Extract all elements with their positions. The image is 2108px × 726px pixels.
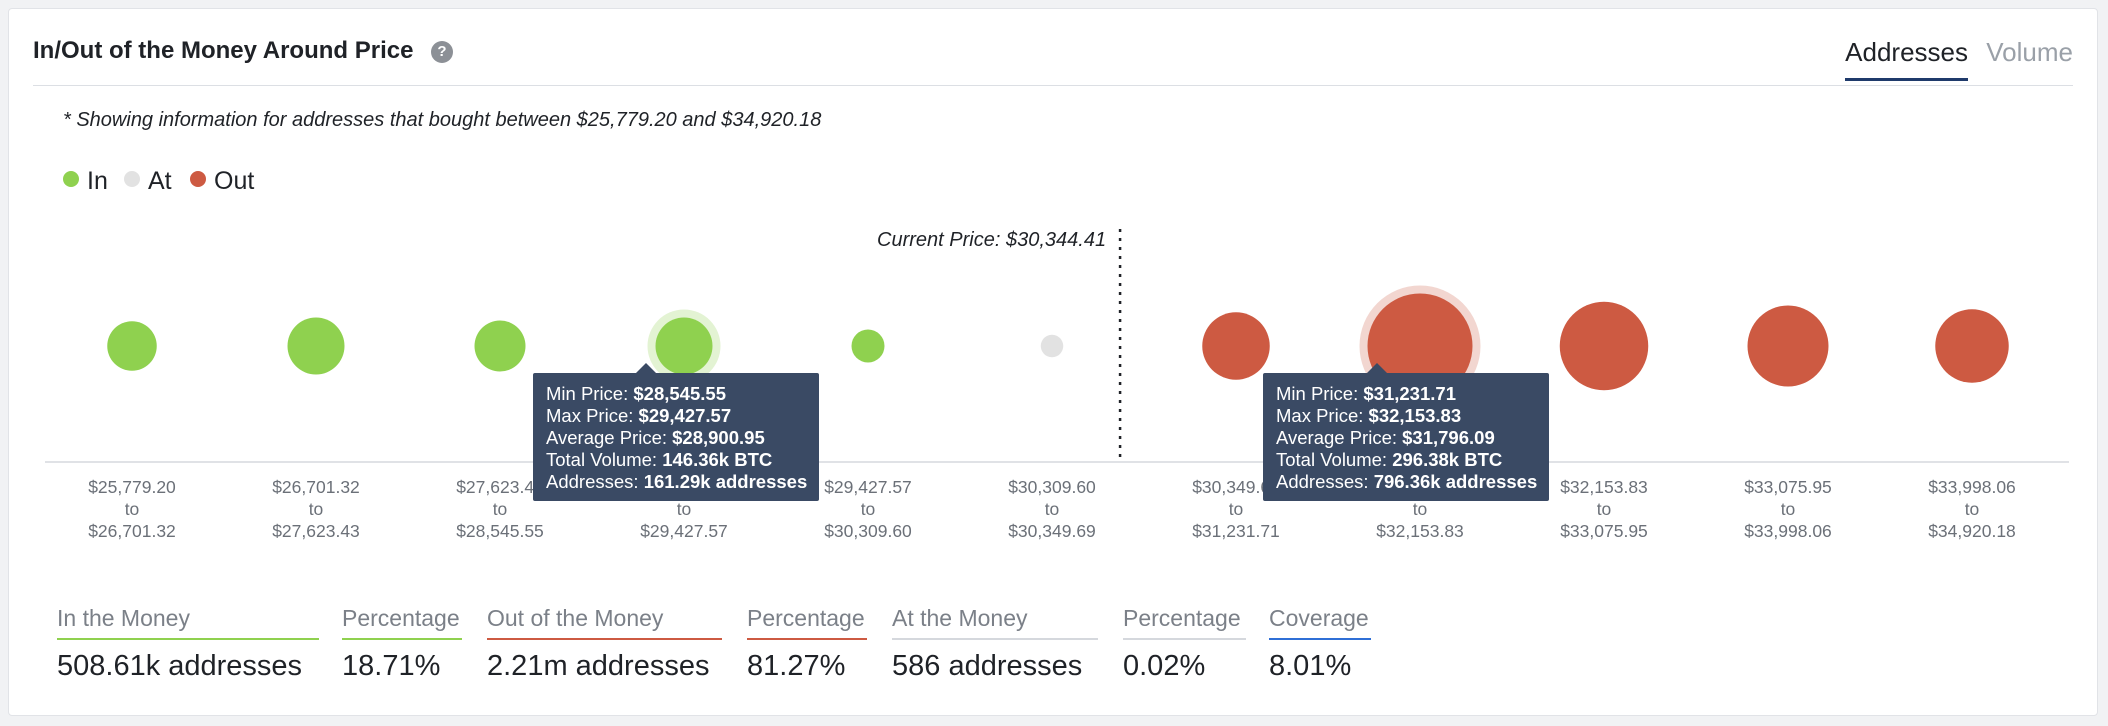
x-tick-label: $26,701.32 [88, 521, 176, 541]
tooltip-bucket-4: Min Price: $28,545.55 Max Price: $29,427… [533, 363, 820, 501]
x-tick-label: $32,153.83 [1376, 521, 1464, 541]
x-tick-label: $27,623.43 [456, 477, 544, 497]
legend-at-dot [124, 171, 140, 187]
x-tick-label: to [309, 499, 324, 519]
stat-coverage: Coverage 8.01% [1269, 605, 1371, 683]
bubble-out[interactable] [1559, 301, 1649, 391]
help-icon[interactable]: ? [431, 41, 453, 63]
tooltip-row: Addresses: 161.29k addresses [546, 471, 808, 492]
tooltip-row: Average Price: $28,900.95 [546, 427, 765, 448]
x-tick-label: to [861, 499, 876, 519]
bubble-in[interactable] [287, 317, 345, 375]
range-note: * Showing information for addresses that… [63, 109, 822, 131]
tab-addresses[interactable]: Addresses [1845, 37, 1968, 81]
x-tick-label: $34,920.18 [1928, 521, 2016, 541]
stat-out-of-the-money: Out of the Money 2.21m addresses [487, 605, 722, 683]
legend-out-dot [190, 171, 206, 187]
x-tick-label: $30,309.60 [824, 521, 912, 541]
stat-value: 2.21m addresses [487, 650, 710, 682]
stat-at-the-money: At the Money 586 addresses [892, 605, 1098, 683]
widget-title: In/Out of the Money Around Price [33, 37, 414, 64]
x-tick-label: $32,153.83 [1560, 477, 1648, 497]
x-tick-label: to [1781, 499, 1796, 519]
tooltip-row: Min Price: $31,231.71 [1276, 383, 1456, 404]
x-tick-label: $30,349.69 [1008, 521, 1096, 541]
widget-header: In/Out of the Money Around Price ? Addre… [33, 29, 2073, 86]
legend-at-label: At [148, 167, 172, 195]
x-tick-label: $31,231.71 [1192, 521, 1280, 541]
stat-in-the-money: In the Money 508.61k addresses [57, 605, 319, 683]
tooltip-arrow [1367, 363, 1387, 373]
x-tick-label: $29,427.57 [640, 521, 728, 541]
legend-out-label: Out [214, 167, 255, 195]
tooltip-bucket-8: Min Price: $31,231.71 Max Price: $32,153… [1263, 363, 1550, 501]
tooltip-row: Min Price: $28,545.55 [546, 383, 726, 404]
x-tick-label: $25,779.20 [88, 477, 176, 497]
legend-item-in[interactable]: In [63, 167, 108, 196]
x-tick-label: to [1413, 499, 1428, 519]
current-price-label: Current Price: $30,344.41 [877, 229, 1106, 251]
stat-label: Out of the Money [487, 605, 722, 640]
bubble-out[interactable] [1202, 312, 1270, 380]
stat-label: Coverage [1269, 605, 1371, 640]
x-tick-label: $33,075.95 [1744, 477, 1832, 497]
legend-item-out[interactable]: Out [190, 167, 254, 196]
x-tick-label: $33,998.06 [1744, 521, 1832, 541]
x-tick-label: $29,427.57 [824, 477, 912, 497]
x-tick-label: $26,701.32 [272, 477, 360, 497]
x-tick-label: $33,998.06 [1928, 477, 2016, 497]
tooltip-arrow [636, 363, 656, 373]
legend-in-label: In [87, 167, 108, 195]
stat-label: Percentage [342, 605, 462, 640]
stat-label: In the Money [57, 605, 319, 640]
x-tick-label: $30,309.60 [1008, 477, 1096, 497]
stat-value: 18.71% [342, 650, 441, 682]
stat-at-percentage: Percentage 0.02% [1123, 605, 1246, 683]
tooltip-row: Average Price: $31,796.09 [1276, 427, 1495, 448]
stat-label: At the Money [892, 605, 1098, 640]
bubble-out[interactable] [1747, 305, 1829, 387]
bubble-out[interactable] [1935, 309, 2009, 383]
x-tick-label: to [1597, 499, 1612, 519]
x-tick-label: to [1229, 499, 1244, 519]
legend-in-dot [63, 171, 79, 187]
x-tick-label: $33,075.95 [1560, 521, 1648, 541]
stat-value: 586 addresses [892, 650, 1083, 682]
legend-item-at[interactable]: At [124, 167, 172, 196]
stat-value: 8.01% [1269, 650, 1352, 682]
tooltip-row: Addresses: 796.36k addresses [1276, 471, 1538, 492]
bubble-at[interactable] [1040, 334, 1064, 358]
tooltip-row: Max Price: $32,153.83 [1276, 405, 1462, 426]
tooltip-row: Max Price: $29,427.57 [546, 405, 732, 426]
stat-value: 508.61k addresses [57, 650, 303, 682]
stat-out-percentage: Percentage 81.27% [747, 605, 867, 683]
bubble-in[interactable] [655, 317, 713, 375]
x-tick-label: to [1965, 499, 1980, 519]
x-tick-label: to [1045, 499, 1060, 519]
bubble-in[interactable] [474, 320, 526, 372]
x-tick-label: $28,545.55 [456, 521, 544, 541]
tooltip-row: Total Volume: 146.36k BTC [546, 449, 773, 470]
stat-label: Percentage [1123, 605, 1246, 640]
iomap-widget: In/Out of the Money Around Price ? Addre… [8, 8, 2098, 716]
bubble-in[interactable] [851, 329, 885, 363]
stat-value: 0.02% [1123, 650, 1206, 682]
stat-label: Percentage [747, 605, 867, 640]
tab-volume[interactable]: Volume [1986, 37, 2073, 67]
tooltip-row: Total Volume: 296.38k BTC [1276, 449, 1503, 470]
x-tick-label: to [677, 499, 692, 519]
x-tick-label: to [125, 499, 140, 519]
stat-value: 81.27% [747, 650, 846, 682]
bubble-out[interactable] [1367, 293, 1473, 399]
x-tick-label: $27,623.43 [272, 521, 360, 541]
bubble-chart: Current Price: $30,344.41$25,779.20to$26… [45, 229, 2069, 541]
stat-in-percentage: Percentage 18.71% [342, 605, 462, 683]
x-tick-label: $30,349.69 [1192, 477, 1280, 497]
x-tick-label: to [493, 499, 508, 519]
bubble-in[interactable] [107, 321, 157, 371]
